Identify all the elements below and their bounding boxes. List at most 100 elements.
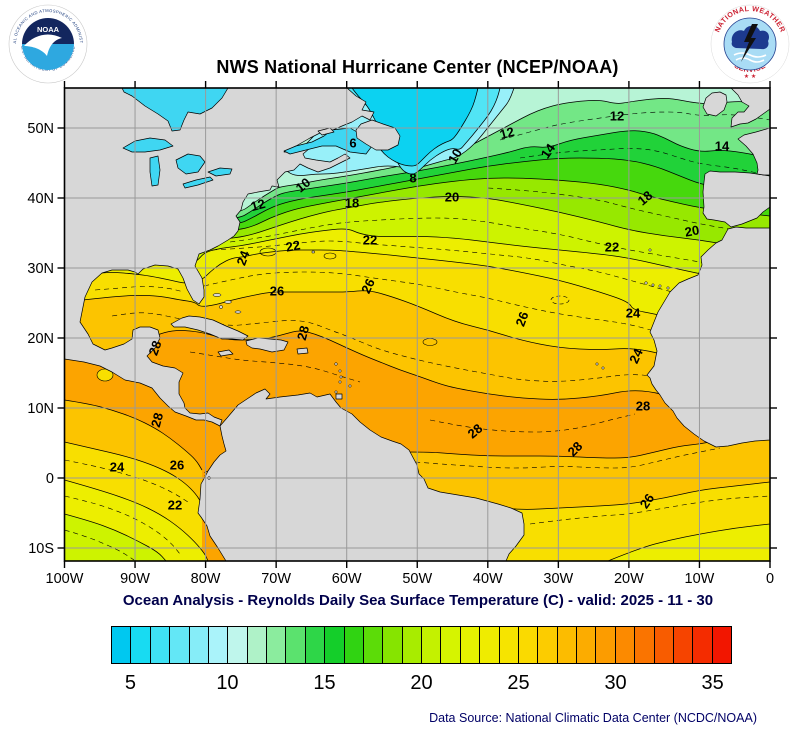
contour-label: 22	[285, 237, 302, 254]
colorbar-cell	[149, 627, 170, 663]
colorbar-cell	[188, 627, 208, 663]
colorbar-cell	[343, 627, 363, 663]
colorbar-tick-label: 15	[313, 672, 336, 694]
colorbar-tick-label: 5	[124, 672, 136, 694]
lat-axis-label: 20N	[27, 331, 54, 347]
land-iberia	[702, 170, 770, 228]
island-puerto-rico	[296, 347, 309, 355]
lat-axis-label: 40N	[27, 191, 54, 207]
colorbar-cell	[614, 627, 635, 663]
contour-label: 26	[512, 310, 531, 329]
lon-axis-label: 80W	[191, 571, 221, 587]
contour-label: 24	[626, 306, 641, 321]
contour-label: 28	[636, 399, 650, 414]
lat-axis-label: 30N	[27, 261, 54, 277]
colorbar-cell	[362, 627, 383, 663]
colorbar-cell	[653, 627, 673, 663]
colorbar-cell	[595, 627, 615, 663]
contour-label: 14	[715, 139, 730, 154]
colorbar-cell	[634, 627, 654, 663]
colorbar-tick-label: 35	[701, 672, 724, 694]
colorbar-cell	[246, 627, 266, 663]
colorbar-cell	[537, 627, 557, 663]
map-caption: Ocean Analysis - Reynolds Daily Sea Surf…	[122, 592, 714, 609]
contour-label: 12	[498, 124, 516, 142]
colorbar-cell	[401, 627, 421, 663]
colorbar-tick-labels: 5 10 15 20 25 30 35	[111, 672, 732, 698]
colorbar-cell	[517, 627, 538, 663]
contour-label: 28	[148, 411, 166, 429]
lon-axis-label: 90W	[120, 571, 150, 587]
contour-label: 10	[445, 146, 465, 166]
contour-label: 20	[445, 190, 459, 205]
noaa-logo: NATIONAL OCEANIC AND ATMOSPHERIC ADMINIS…	[8, 4, 88, 84]
contour-label: 26	[637, 491, 658, 511]
island-trinidad	[335, 393, 343, 400]
land-africa	[646, 226, 770, 448]
island-hispaniola	[245, 337, 289, 353]
nws-logo: NATIONAL WEATHER SERVICE ★ ★	[710, 4, 790, 84]
land-britain	[730, 88, 770, 128]
contour-label: 22	[363, 233, 377, 248]
latlon-grid	[64, 88, 770, 561]
contour-label: 8	[409, 171, 416, 186]
lon-axis-label: 40W	[473, 571, 503, 587]
lon-axis-label: 20W	[614, 571, 644, 587]
lat-axis-label: 50N	[27, 121, 54, 137]
colorbar-cell	[576, 627, 596, 663]
colorbar-cell	[266, 627, 286, 663]
colorbar-cell	[382, 627, 402, 663]
lon-axis-label: 30W	[543, 571, 573, 587]
contour-label: 26	[270, 284, 284, 299]
lat-axis-label: 10S	[28, 541, 54, 557]
lat-axis-label: 10N	[27, 401, 54, 417]
island-anticosti	[317, 127, 335, 136]
contour-label: 28	[294, 324, 312, 342]
axis-labels: 100W 90W 80W 70W 60W 50W 40W 30W 20W 10W 0 50N 40N 30…	[27, 121, 774, 587]
island-jamaica	[217, 349, 234, 357]
nws-stars: ★ ★	[744, 73, 756, 80]
colorbar-cell	[112, 627, 131, 663]
land-ireland	[702, 91, 728, 117]
contour-label: 24	[110, 460, 125, 475]
noaa-emblem-sky	[22, 18, 74, 44]
colorbar-cell	[459, 627, 480, 663]
colorbar-cell	[130, 627, 150, 663]
contour-label: 18	[345, 196, 359, 211]
lon-axis-label: 70W	[261, 571, 291, 587]
colorbar-cell	[227, 627, 247, 663]
lon-axis-label: 10W	[685, 571, 715, 587]
colorbar-cell	[672, 627, 693, 663]
lon-axis-label: 100W	[46, 571, 84, 587]
contour-label: 24	[233, 248, 252, 267]
nws-wave-icon	[733, 52, 767, 58]
contour-label: 28	[145, 339, 164, 358]
page-title: NWS National Hurricane Center (NCEP/NOAA…	[216, 57, 619, 77]
lon-axis-label: 50W	[402, 571, 432, 587]
colorbar-cell	[421, 627, 441, 663]
colorbar-cell	[324, 627, 344, 663]
contour-label: 12	[610, 109, 624, 124]
data-source-note: Data Source: National Climatic Data Cent…	[429, 711, 757, 725]
colorbar-cell	[169, 627, 189, 663]
land-south-america	[197, 388, 525, 561]
colorbar-cell	[304, 627, 325, 663]
colorbar-cell	[479, 627, 499, 663]
lon-axis-label: 0	[766, 571, 774, 587]
contour-label: 12	[249, 196, 267, 214]
small-islands	[207, 248, 670, 480]
colorbar-cell	[285, 627, 305, 663]
colorbar-tick-label: 10	[216, 672, 239, 694]
nws-lightning-icon	[741, 24, 758, 62]
colorbar	[111, 626, 732, 664]
contour-label: 20	[684, 222, 701, 239]
colorbar-tick-label: 20	[410, 672, 433, 694]
contour-label: 6	[349, 136, 356, 151]
lake-huron	[175, 153, 206, 175]
noaa-wordmark: NOAA	[37, 25, 60, 34]
axis-ticks	[57, 81, 777, 568]
colorbar-tick-label: 30	[604, 672, 627, 694]
